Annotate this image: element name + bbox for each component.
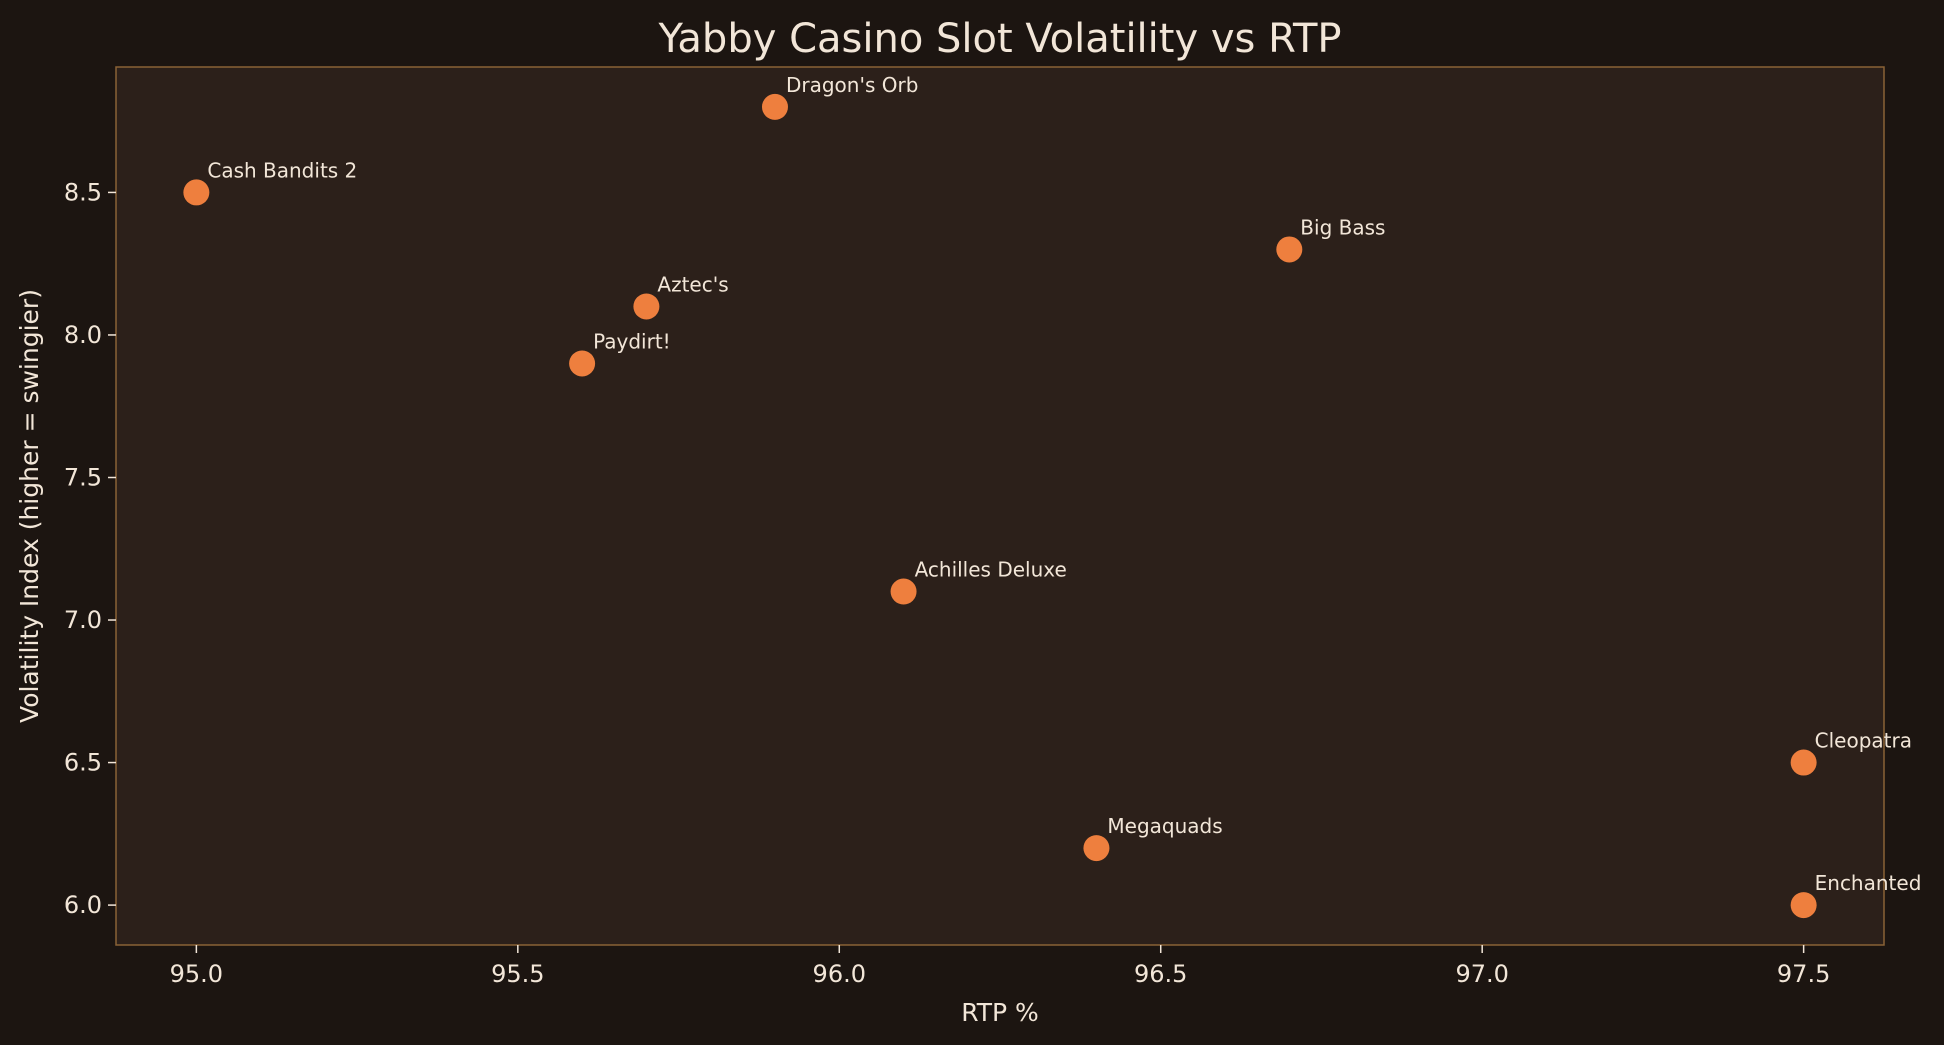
y-tick-label: 6.5 (64, 749, 102, 777)
data-point-labels: Cash Bandits 2 Dragon's Orb Aztec's Paydirt… (207, 73, 1921, 895)
x-tick-label: 95.0 (170, 960, 223, 988)
data-point-label: Megaquads (1107, 814, 1222, 838)
plot-area (115, 66, 1885, 946)
data-point[interactable] (1790, 892, 1817, 919)
x-tick-label: 96.5 (1134, 960, 1187, 988)
data-point-label: Cleopatra (1815, 729, 1912, 753)
data-point-label: Dragon's Orb (786, 73, 918, 97)
data-point-label: Cash Bandits 2 (207, 158, 357, 182)
data-point[interactable] (761, 93, 788, 120)
data-point[interactable] (1276, 236, 1303, 263)
x-tick-label: 97.0 (1455, 960, 1508, 988)
data-point-label: Big Bass (1300, 215, 1385, 239)
data-point[interactable] (1083, 835, 1110, 862)
y-tick-label: 7.5 (64, 463, 102, 491)
x-axis-label: RTP % (961, 998, 1039, 1027)
x-tick-label: 95.5 (491, 960, 544, 988)
data-point-label: Aztec's (657, 272, 728, 296)
y-tick-label: 8.5 (64, 178, 102, 206)
y-axis-label: Volatility Index (higher = swingier) (15, 289, 44, 723)
y-tick-label: 8.0 (64, 321, 102, 349)
data-point[interactable] (1790, 749, 1817, 776)
y-tick-label: 7.0 (64, 606, 102, 634)
x-tick-label: 96.0 (813, 960, 866, 988)
x-axis-ticks: 95.0 95.5 96.0 96.5 97.0 97.5 (170, 945, 1830, 988)
data-point-label: Enchanted (1815, 871, 1922, 895)
data-point-label: Paydirt! (593, 329, 671, 353)
data-point[interactable] (633, 293, 660, 320)
chart-title: Yabby Casino Slot Volatility vs RTP (657, 16, 1341, 62)
x-tick-label: 97.5 (1777, 960, 1830, 988)
y-axis-ticks: 6.0 6.5 7.0 7.5 8.0 8.5 (64, 178, 116, 919)
y-tick-label: 6.0 (64, 891, 102, 919)
data-point[interactable] (183, 179, 210, 206)
data-points (183, 93, 1817, 919)
data-point-label: Achilles Deluxe (915, 558, 1067, 582)
data-point[interactable] (569, 350, 596, 377)
data-point[interactable] (890, 578, 917, 605)
